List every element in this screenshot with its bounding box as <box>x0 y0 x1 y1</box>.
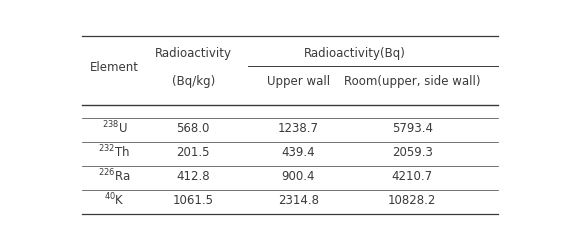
Text: $^{232}$Th: $^{232}$Th <box>98 144 131 160</box>
Text: $^{238}$U: $^{238}$U <box>102 120 127 136</box>
Text: 568.0: 568.0 <box>176 122 210 135</box>
Text: 4210.7: 4210.7 <box>392 170 433 183</box>
Text: 10828.2: 10828.2 <box>388 194 436 207</box>
Text: 900.4: 900.4 <box>281 170 315 183</box>
Text: Radioactivity: Radioactivity <box>155 46 232 60</box>
Text: 5793.4: 5793.4 <box>392 122 433 135</box>
Text: Upper wall: Upper wall <box>267 76 330 88</box>
Text: $^{226}$Ra: $^{226}$Ra <box>98 168 131 184</box>
Text: 1061.5: 1061.5 <box>173 194 214 207</box>
Text: Radioactivity(Bq): Radioactivity(Bq) <box>305 46 406 60</box>
Text: 439.4: 439.4 <box>281 146 315 159</box>
Text: 201.5: 201.5 <box>176 146 210 159</box>
Text: 2059.3: 2059.3 <box>392 146 433 159</box>
Text: 412.8: 412.8 <box>176 170 210 183</box>
Text: Element: Element <box>90 61 139 74</box>
Text: 1238.7: 1238.7 <box>278 122 319 135</box>
Text: 2314.8: 2314.8 <box>278 194 319 207</box>
Text: (Bq/kg): (Bq/kg) <box>172 76 215 88</box>
Text: Room(upper, side wall): Room(upper, side wall) <box>344 76 480 88</box>
Text: $^{40}$K: $^{40}$K <box>104 192 125 209</box>
